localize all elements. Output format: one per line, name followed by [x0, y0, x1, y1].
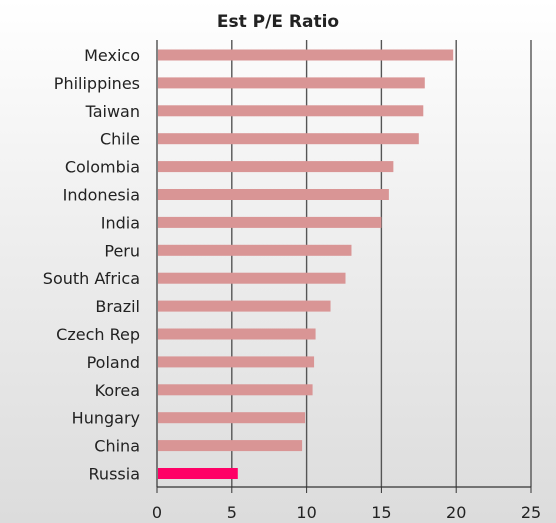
category-label: Korea	[95, 381, 140, 400]
category-label: India	[101, 213, 140, 232]
category-label: Philippines	[54, 74, 140, 93]
category-label: Peru	[104, 241, 140, 260]
bar-indonesia	[158, 189, 389, 200]
bar-hungary	[158, 412, 306, 424]
bar-brazil	[158, 300, 331, 312]
bar-taiwan	[158, 105, 424, 117]
category-label: China	[94, 437, 140, 456]
category-label: Chile	[100, 130, 140, 149]
bar-peru	[158, 244, 352, 256]
x-tick-label: 10	[296, 503, 316, 522]
category-label: Brazil	[95, 297, 140, 316]
bar-south-africa	[158, 272, 346, 284]
bar-chile	[158, 133, 419, 145]
bar-philippines	[158, 77, 425, 89]
chart-title: Est P/E Ratio	[217, 12, 339, 32]
bar-czech-rep	[158, 328, 316, 340]
bar-colombia	[158, 161, 394, 173]
x-tick-label: 15	[371, 503, 391, 522]
x-tick-label: 25	[521, 503, 541, 522]
category-labels: Mexico Philippines Taiwan Chile Colombia Indo…	[43, 46, 140, 484]
category-label: Indonesia	[63, 186, 140, 205]
x-tick-label: 0	[152, 503, 162, 522]
bar-mexico	[158, 49, 454, 61]
category-label: South Africa	[43, 269, 140, 288]
bar-india	[158, 216, 382, 228]
category-label: Poland	[87, 353, 140, 372]
category-label: Taiwan	[85, 102, 140, 121]
bar-china	[158, 440, 303, 452]
x-tick-label: 5	[227, 503, 237, 522]
category-label: Russia	[89, 465, 140, 484]
x-axis: 0 5 10 15 20 25	[152, 40, 541, 522]
bar-russia	[158, 468, 238, 479]
bar-series	[158, 49, 454, 479]
category-label: Colombia	[65, 158, 140, 177]
x-tick-label: 20	[446, 503, 466, 522]
bar-poland	[158, 356, 315, 368]
bar-korea	[158, 384, 313, 396]
category-label: Hungary	[72, 409, 140, 428]
category-label: Mexico	[84, 46, 140, 65]
category-label: Czech Rep	[56, 325, 140, 344]
